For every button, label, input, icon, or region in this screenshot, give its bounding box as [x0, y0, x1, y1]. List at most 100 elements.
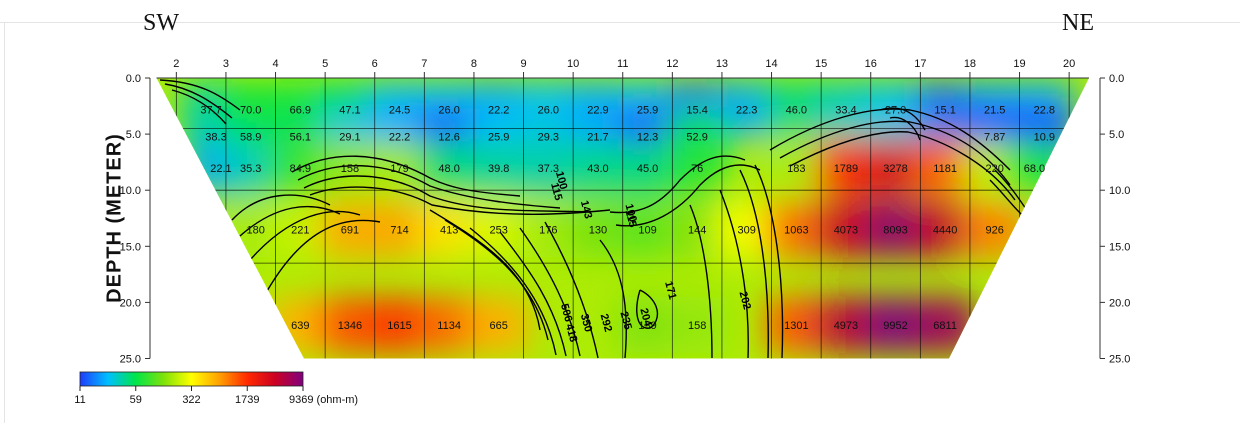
cell-value-label: 27.0: [885, 104, 906, 116]
cell-value-label: 25.9: [488, 131, 509, 143]
cell-value-label: 1181: [933, 163, 957, 175]
cell-value-label: 70.0: [240, 104, 261, 116]
cell-value-label: 139: [638, 320, 656, 332]
cell-value-label: 84.9: [290, 163, 311, 175]
contour-value-label: 100: [553, 170, 569, 191]
y-tick-label-left: 0.0: [126, 73, 141, 85]
cell-value-label: 158: [341, 163, 359, 175]
cell-value-label: 309: [738, 224, 756, 236]
contour-line: [499, 231, 567, 357]
cell-value-label: 12.6: [438, 131, 459, 143]
y-tick-label-left: 20.0: [120, 297, 141, 309]
x-tick-label: 17: [914, 58, 926, 70]
cell-value-label: 22.2: [488, 104, 509, 116]
cell-value-label: 6811: [933, 320, 957, 332]
cell-value-label: 26.0: [438, 104, 459, 116]
contour-line: [889, 116, 921, 141]
cell-value-label: 180: [247, 224, 265, 236]
cell-value-label: 22.8: [1034, 104, 1055, 116]
contour-line: [231, 194, 331, 221]
cell-value-label: 220: [986, 163, 1004, 175]
cell-value-label: 413: [440, 224, 458, 236]
cell-value-label: 183: [787, 163, 805, 175]
cell-value-label: 33.4: [835, 104, 856, 116]
y-tick-label-right: 0.0: [1109, 73, 1124, 85]
cell-value-label: 176: [539, 224, 557, 236]
contour-value-label: 506: [558, 302, 574, 323]
cell-value-label: 179: [390, 163, 408, 175]
x-tick-label: 7: [421, 58, 427, 70]
frame-top-line: [0, 22, 1240, 23]
axes: 2 3 4 5 6 7 8 9 10 11 12 13 14 15 16 17 18 19 20 0.0 0.0 5.0 5…: [120, 58, 1131, 366]
y-tick-label-right: 20.0: [1109, 297, 1130, 309]
y-tick-label-left: 10.0: [120, 185, 141, 197]
cell-value-label: 24.5: [389, 104, 410, 116]
contour-line: [769, 108, 1011, 171]
colorbar-tick-label: 59: [130, 394, 142, 406]
colorbar-tick-label: 322: [182, 394, 200, 406]
colorbar-tick-label: 1739: [235, 394, 259, 406]
contour-line: [239, 205, 341, 237]
cell-value-label: 58.9: [240, 131, 261, 143]
contour-value-label: 143: [578, 199, 594, 220]
contour-line: [469, 227, 557, 356]
cell-value-label: 7.87: [984, 131, 1005, 143]
contour-line: [171, 89, 227, 125]
contour-line: [309, 186, 611, 215]
cell-value-label: 15.1: [934, 104, 955, 116]
x-tick-label: 10: [567, 58, 579, 70]
cell-value-label: 43.0: [587, 163, 608, 175]
cell-value-label: 4073: [834, 224, 858, 236]
cell-value-label: 22.2: [389, 131, 410, 143]
x-tick-label: 6: [372, 58, 378, 70]
cell-value-label: 47.1: [339, 104, 360, 116]
cell-value-label: 52.9: [686, 131, 707, 143]
x-tick-label: 15: [815, 58, 827, 70]
cell-value-label: 21.5: [984, 104, 1005, 116]
colorbar-tick-label: 11: [74, 394, 85, 406]
y-tick-label-right: 15.0: [1109, 241, 1130, 253]
cell-value-label: 221: [291, 224, 309, 236]
contour-value-label: 204: [637, 307, 654, 329]
heatmap-blob: [667, 296, 728, 353]
contour-line: [297, 164, 561, 209]
cell-value-label: 144: [688, 224, 706, 236]
cell-value-label: 12.3: [637, 131, 658, 143]
contour-value-label: 115: [623, 208, 639, 228]
cell-value-label: 1615: [387, 320, 411, 332]
x-tick-label: 2: [173, 58, 179, 70]
direction-label-sw: SW: [143, 10, 179, 36]
heatmap-blob: [468, 296, 529, 353]
heatmap-blob: [667, 139, 728, 196]
x-tick-label: 8: [471, 58, 477, 70]
contour-value-label: 235: [617, 310, 633, 331]
heatmap-blobs: [181, 81, 1075, 353]
cell-value-label: 10.9: [1034, 131, 1055, 143]
cell-value-label: 29.3: [538, 131, 559, 143]
cell-value-label: 253: [490, 224, 508, 236]
contour-value-label: 115: [548, 182, 564, 202]
cell-value-label: 76: [691, 163, 703, 175]
cell-value-label: 639: [291, 320, 309, 332]
x-tick-label: 3: [223, 58, 229, 70]
y-tick-label-right: 25.0: [1109, 354, 1130, 366]
contour-line: [719, 189, 749, 359]
x-tick-label: 13: [716, 58, 728, 70]
contour-line: [754, 164, 784, 359]
y-tick-label-left: 5.0: [126, 129, 141, 141]
contour-line: [879, 107, 926, 131]
cell-value-label: 68.0: [1024, 163, 1045, 175]
cell-value-label: 15.4: [686, 104, 707, 116]
x-tick-label: 12: [666, 58, 678, 70]
contour-line: [636, 289, 659, 329]
contour-line: [739, 169, 769, 359]
cell-value-label: 29.1: [339, 131, 360, 143]
cell-value-label: 46.0: [786, 104, 807, 116]
cell-value-label: 21.7: [587, 131, 608, 143]
y-tick-label-left: 25.0: [120, 354, 141, 366]
contour-line: [291, 155, 521, 197]
cell-value-label: 130: [589, 224, 607, 236]
cell-value-label: 37.7: [200, 104, 221, 116]
cell-value-label: 66.9: [290, 104, 311, 116]
